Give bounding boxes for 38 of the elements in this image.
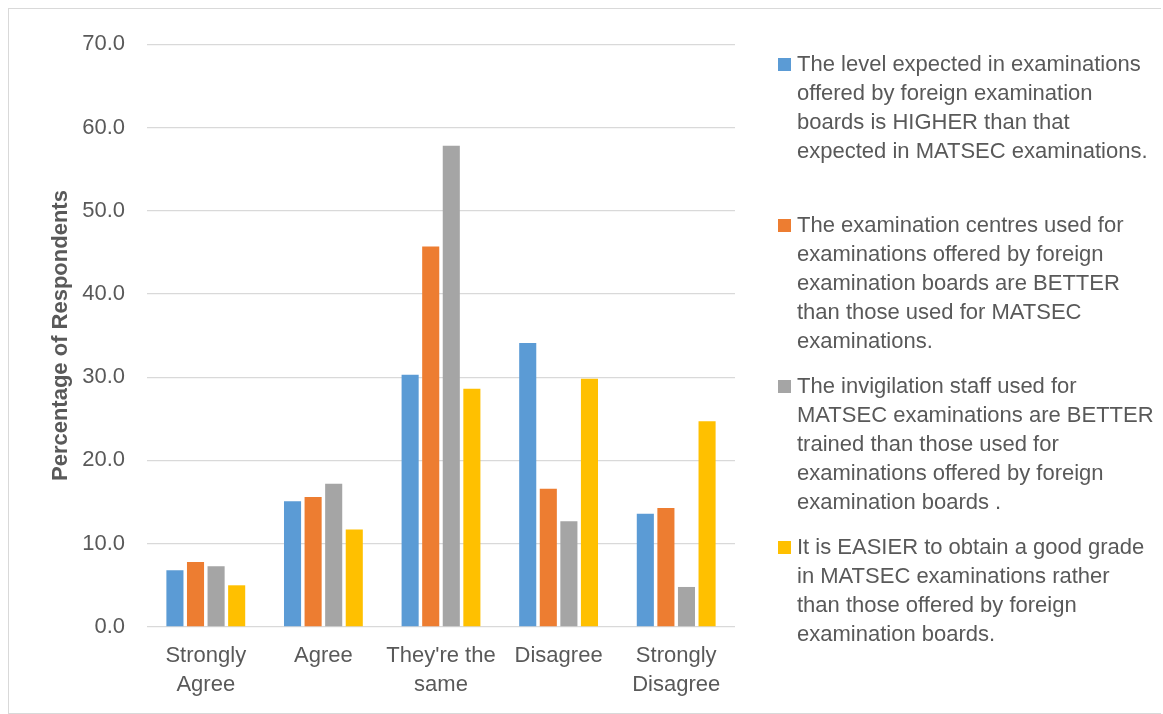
y-tick-label: 0.0 <box>94 612 125 638</box>
bar <box>304 497 322 627</box>
bar <box>186 561 205 627</box>
bar <box>463 388 481 627</box>
y-tick-label: 20.0 <box>82 446 125 472</box>
bar <box>519 343 537 627</box>
bar <box>539 488 557 627</box>
legend-label: The invigilation staff used for MATSEC examinations are BETTER trained than those used for examinations offered by foreign examination boards . <box>797 372 1154 516</box>
bar <box>345 529 363 627</box>
bar <box>228 585 246 627</box>
bar <box>442 145 460 627</box>
bar <box>325 483 343 627</box>
bar <box>560 521 578 627</box>
y-tick-label: 60.0 <box>82 113 125 139</box>
legend-label: It is EASIER to obtain a good grade in MATSEC examinations rather than those offered by foreign examination boards. <box>797 533 1146 648</box>
y-tick-label: 50.0 <box>82 196 125 222</box>
y-axis-title: Percentage of Respondents <box>47 190 73 482</box>
y-tick-label: 30.0 <box>82 363 125 389</box>
bar <box>580 378 599 627</box>
x-tick-label: They're the same <box>386 641 496 696</box>
bar <box>698 421 716 627</box>
bar <box>422 246 440 627</box>
bar <box>401 374 419 627</box>
x-tick-label: Strongly Agree <box>165 641 247 696</box>
y-tick-label: 70.0 <box>82 30 125 56</box>
y-tick-label: 40.0 <box>82 280 125 305</box>
x-tick-label: Strongly Disagree <box>632 641 721 696</box>
x-tick-label: Agree <box>294 641 353 667</box>
legend-label: The examination centres used for examinations offered by foreign examination boards are BETTER than those used for MATSEC examinations. <box>797 211 1125 355</box>
x-tick-label: Disagree <box>514 641 603 667</box>
y-tick-label: 10.0 <box>82 529 125 555</box>
bar <box>207 566 225 627</box>
bar <box>636 513 654 627</box>
bar <box>166 570 184 627</box>
bar <box>283 501 302 627</box>
legend-label: The level expected in examinations offered by foreign examination boards is HIGHER than that expected in MATSEC examinations. <box>797 50 1149 165</box>
bar <box>677 586 696 627</box>
bar <box>657 507 675 627</box>
